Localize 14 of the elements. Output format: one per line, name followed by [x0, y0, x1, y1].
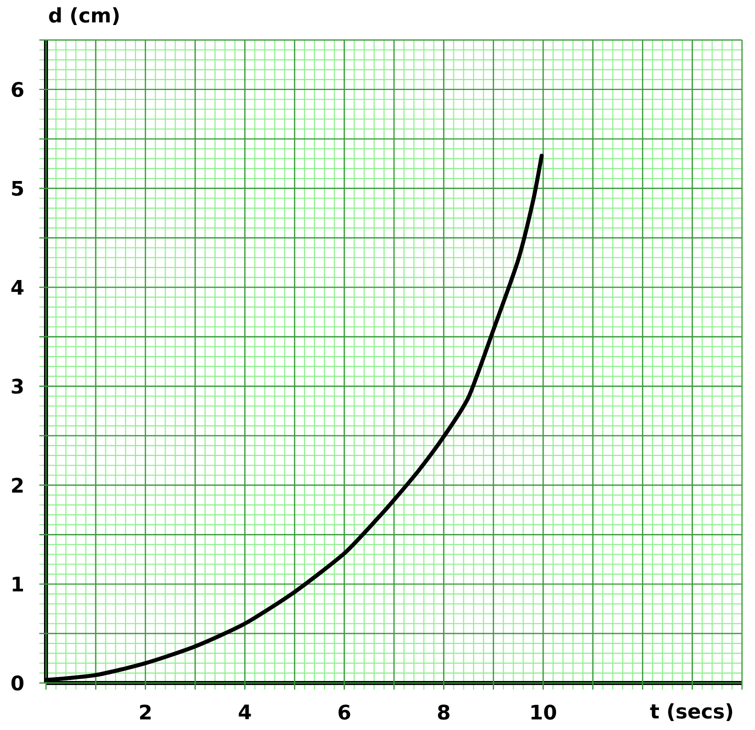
y-tick-label: 3: [12, 378, 23, 394]
x-tick-label: 6: [338, 704, 350, 720]
y-tick-label: 5: [12, 180, 23, 196]
x-tick-label: 4: [238, 704, 251, 720]
y-tick-label: 0: [11, 675, 24, 691]
x-tick-label: 8: [438, 704, 450, 720]
y-tick-label: 6: [12, 82, 24, 98]
y-axis-title: d (cm): [49, 7, 119, 26]
y-tick-label: 4: [11, 280, 24, 295]
x-tick-label: 10: [531, 704, 556, 720]
x-tick-label: 2: [140, 704, 151, 720]
y-tick-label: 1: [12, 576, 24, 592]
x-axis-title: t (secs): [650, 703, 732, 722]
y-tick-label: 2: [12, 478, 23, 493]
